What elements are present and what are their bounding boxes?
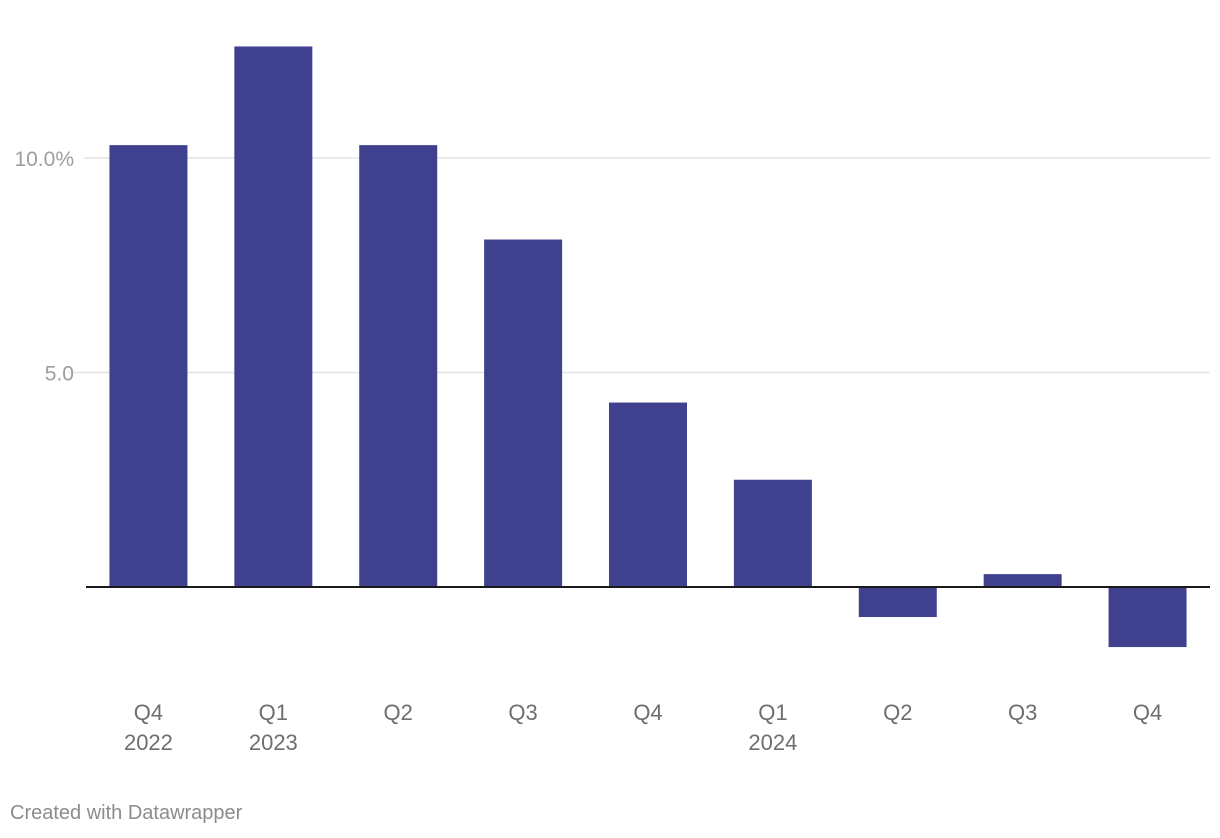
bar[interactable]	[109, 145, 188, 587]
x-tick-label-quarter: Q3	[1008, 700, 1037, 725]
bar[interactable]	[983, 574, 1062, 587]
x-tick-label-quarter: Q4	[134, 700, 163, 725]
bar[interactable]	[234, 46, 313, 587]
bar[interactable]	[858, 587, 937, 618]
x-tick-label-quarter: Q3	[508, 700, 537, 725]
x-tick-label-quarter: Q1	[758, 700, 787, 725]
y-tick-label: 5.0	[45, 363, 74, 386]
y-tick-label: 10.0%	[14, 148, 74, 171]
chart-canvas: 10.0% 5.0 Q4 2022 Q1 2023 Q2 Q3 Q4 Q1 2024 Q2 Q3 Q4	[14, 46, 1210, 755]
x-tick-label-quarter: Q2	[384, 700, 413, 725]
bars	[109, 46, 1187, 648]
y-axis-tick-labels: 10.0% 5.0	[14, 148, 74, 386]
bar[interactable]	[359, 145, 438, 587]
x-tick-label-quarter: Q4	[633, 700, 662, 725]
x-tick-label-quarter: Q1	[259, 700, 288, 725]
x-tick-label-quarter: Q4	[1133, 700, 1162, 725]
bar[interactable]	[609, 402, 687, 587]
bar[interactable]	[484, 239, 563, 587]
x-tick-label-quarter: Q2	[883, 700, 912, 725]
x-tick-label-year: 2022	[124, 730, 173, 755]
x-tick-label-year: 2024	[748, 730, 797, 755]
x-axis-tick-labels: Q4 2022 Q1 2023 Q2 Q3 Q4 Q1 2024 Q2 Q3 Q4	[124, 700, 1162, 755]
bar[interactable]	[1108, 587, 1187, 648]
bar[interactable]	[733, 479, 812, 587]
datawrapper-credit[interactable]: Created with Datawrapper	[10, 802, 243, 824]
x-tick-label-year: 2023	[249, 730, 298, 755]
